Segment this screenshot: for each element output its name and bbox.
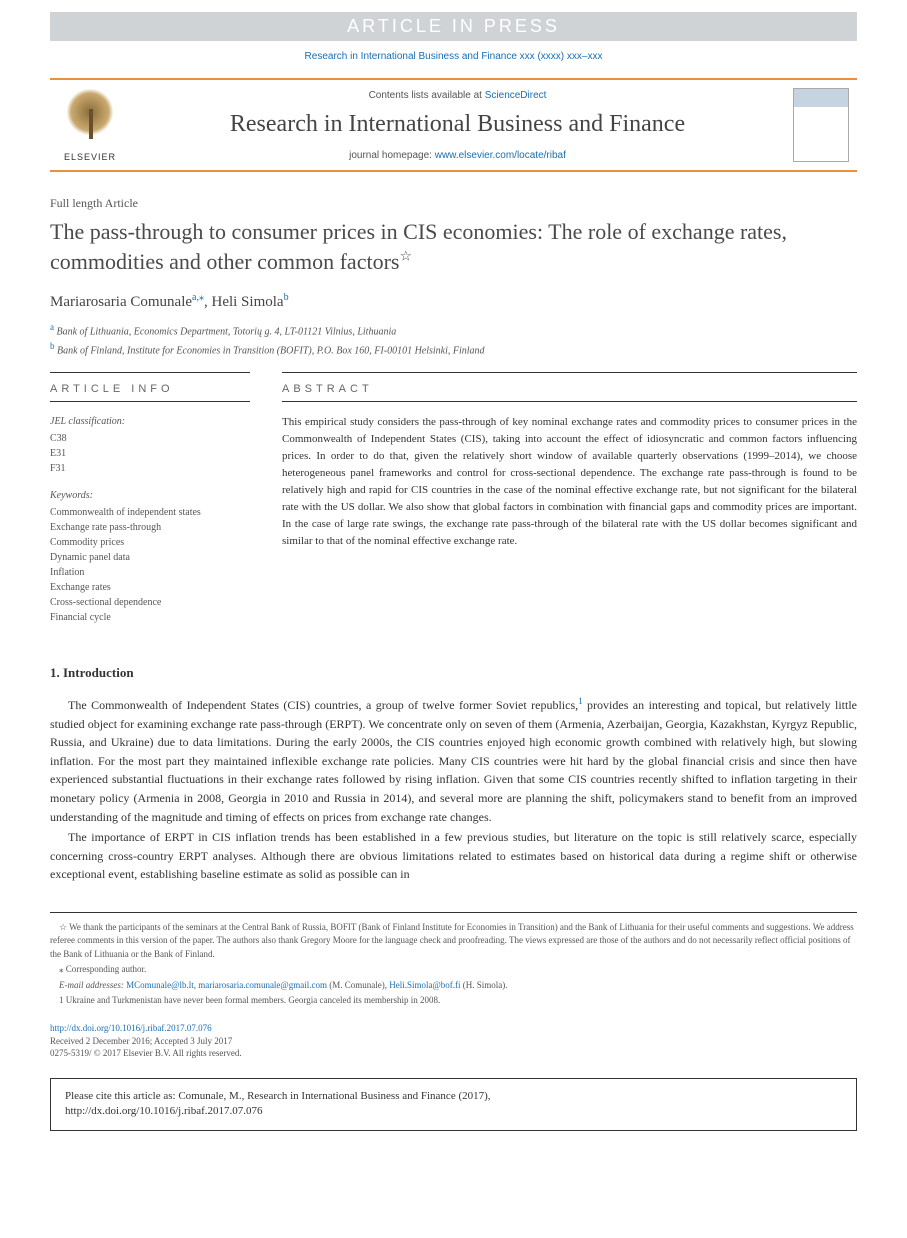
keywords-label: Keywords: bbox=[50, 488, 250, 503]
email-who-1: (M. Comunale), bbox=[327, 980, 389, 990]
para1-a: The Commonwealth of Independent States (… bbox=[68, 698, 578, 712]
author-1-marks[interactable]: a,⁎ bbox=[192, 292, 204, 303]
email-link-1[interactable]: mariarosaria.comunale@gmail.com bbox=[198, 980, 327, 990]
elsevier-logo[interactable]: ELSEVIER bbox=[50, 80, 130, 170]
keyword-0: Commonwealth of independent states bbox=[50, 505, 250, 520]
keyword-6: Cross-sectional dependence bbox=[50, 595, 250, 610]
intro-para-2: The importance of ERPT in CIS inflation … bbox=[50, 828, 857, 884]
author-2[interactable]: Heli Simola bbox=[211, 294, 283, 310]
journal-homepage: journal homepage: www.elsevier.com/locat… bbox=[138, 150, 777, 161]
article-in-press-banner: ARTICLE IN PRESS bbox=[50, 12, 857, 41]
pub-dates: Received 2 December 2016; Accepted 3 Jul… bbox=[50, 1035, 857, 1048]
keyword-7: Financial cycle bbox=[50, 610, 250, 625]
keyword-5: Exchange rates bbox=[50, 580, 250, 595]
keyword-3: Dynamic panel data bbox=[50, 550, 250, 565]
article-info-column: ARTICLE INFO JEL classification: C38 E31… bbox=[50, 372, 250, 625]
email-who-2: (H. Simola). bbox=[461, 980, 508, 990]
main-content: Full length Article The pass-through to … bbox=[50, 196, 857, 884]
keyword-4: Inflation bbox=[50, 565, 250, 580]
email-link-0[interactable]: MComunale@lb.lt bbox=[126, 980, 194, 990]
jel-code-0: C38 bbox=[50, 431, 250, 446]
doi-link[interactable]: http://dx.doi.org/10.1016/j.ribaf.2017.0… bbox=[50, 1023, 212, 1033]
homepage-link[interactable]: www.elsevier.com/locate/ribaf bbox=[435, 150, 566, 161]
aff-text-a: Bank of Lithuania, Economics Department,… bbox=[57, 327, 397, 338]
keywords-block: Keywords: Commonwealth of independent st… bbox=[50, 488, 250, 625]
title-star[interactable]: ☆ bbox=[399, 249, 412, 264]
email-link-2[interactable]: Heli.Simola@bof.fi bbox=[389, 980, 460, 990]
author-2-marks[interactable]: b bbox=[284, 292, 289, 303]
article-type: Full length Article bbox=[50, 196, 857, 211]
footnote-star: ☆ We thank the participants of the semin… bbox=[50, 921, 857, 962]
article-title: The pass-through to consumer prices in C… bbox=[50, 217, 857, 276]
affiliation-a: a Bank of Lithuania, Economics Departmen… bbox=[50, 321, 857, 339]
elsevier-label: ELSEVIER bbox=[64, 152, 116, 162]
title-text: The pass-through to consumer prices in C… bbox=[50, 219, 787, 274]
aff-text-b: Bank of Finland, Institute for Economies… bbox=[57, 345, 485, 356]
cover-image bbox=[793, 88, 849, 162]
jel-label: JEL classification: bbox=[50, 414, 250, 429]
footnote-corr: ⁎ Corresponding author. bbox=[50, 963, 857, 977]
publication-info: http://dx.doi.org/10.1016/j.ribaf.2017.0… bbox=[50, 1022, 857, 1060]
jel-code-2: F31 bbox=[50, 461, 250, 476]
aff-mark-a: a bbox=[50, 322, 54, 332]
footnote-emails: E-mail addresses: MComunale@lb.lt, maria… bbox=[50, 979, 857, 993]
contents-prefix: Contents lists available at bbox=[369, 90, 485, 101]
article-info-header: ARTICLE INFO bbox=[50, 373, 250, 402]
journal-cover-thumb[interactable] bbox=[785, 80, 857, 170]
sciencedirect-link[interactable]: ScienceDirect bbox=[485, 90, 547, 101]
keyword-2: Commodity prices bbox=[50, 535, 250, 550]
intro-para-1: The Commonwealth of Independent States (… bbox=[50, 695, 857, 826]
jel-block: JEL classification: C38 E31 F31 bbox=[50, 414, 250, 476]
aff-mark-b: b bbox=[50, 341, 55, 351]
para1-b: provides an interesting and topical, but… bbox=[50, 698, 857, 824]
footnotes: ☆ We thank the participants of the semin… bbox=[50, 912, 857, 1008]
cite-line-1: Please cite this article as: Comunale, M… bbox=[65, 1089, 842, 1104]
journal-center: Contents lists available at ScienceDirec… bbox=[130, 80, 785, 170]
abstract-column: ABSTRACT This empirical study considers … bbox=[282, 372, 857, 625]
introduction-section: 1. Introduction The Commonwealth of Inde… bbox=[50, 665, 857, 884]
authors-line: Mariarosaria Comunalea,⁎, Heli Simolab bbox=[50, 292, 857, 311]
elsevier-tree-icon bbox=[60, 88, 120, 148]
jel-code-1: E31 bbox=[50, 446, 250, 461]
affiliations: a Bank of Lithuania, Economics Departmen… bbox=[50, 321, 857, 358]
journal-header-box: ELSEVIER Contents lists available at Sci… bbox=[50, 78, 857, 172]
info-abstract-row: ARTICLE INFO JEL classification: C38 E31… bbox=[50, 372, 857, 625]
affiliation-b: b Bank of Finland, Institute for Economi… bbox=[50, 340, 857, 358]
introduction-heading: 1. Introduction bbox=[50, 665, 857, 681]
citation-header: Research in International Business and F… bbox=[0, 51, 907, 62]
author-1[interactable]: Mariarosaria Comunale bbox=[50, 294, 192, 310]
pub-copyright: 0275-5319/ © 2017 Elsevier B.V. All righ… bbox=[50, 1047, 857, 1060]
homepage-prefix: journal homepage: bbox=[349, 150, 435, 161]
cite-line-2: http://dx.doi.org/10.1016/j.ribaf.2017.0… bbox=[65, 1104, 842, 1119]
keyword-1: Exchange rate pass-through bbox=[50, 520, 250, 535]
abstract-text: This empirical study considers the pass-… bbox=[282, 414, 857, 550]
contents-line: Contents lists available at ScienceDirec… bbox=[138, 90, 777, 101]
abstract-header: ABSTRACT bbox=[282, 373, 857, 402]
footnote-1: 1 Ukraine and Turkmenistan have never be… bbox=[50, 994, 857, 1008]
email-label: E-mail addresses: bbox=[59, 980, 126, 990]
cite-this-article-box: Please cite this article as: Comunale, M… bbox=[50, 1078, 857, 1131]
journal-title: Research in International Business and F… bbox=[138, 111, 777, 138]
